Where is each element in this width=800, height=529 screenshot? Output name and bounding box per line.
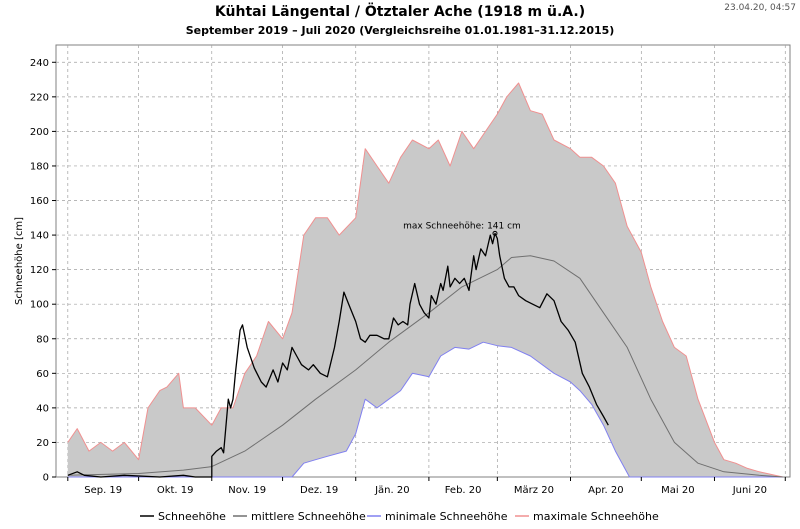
x-tick-label: Feb. 20 [445,485,482,496]
x-tick-label: Juni 20 [732,485,767,496]
y-tick-label: 80 [36,334,49,345]
y-tick-label: 140 [30,231,49,242]
x-tick-label: Okt. 19 [157,485,194,496]
chart-title: Kühtai Längental / Ötztaler Ache (1918 m… [214,4,586,20]
chart-subtitle: September 2019 – Juli 2020 (Vergleichsre… [185,24,615,37]
max-annotation-marker [492,230,498,236]
y-tick-label: 180 [30,161,49,172]
y-tick-label: 60 [36,369,49,380]
min-max-band [67,83,783,477]
y-tick-label: 40 [36,403,49,414]
legend-item-min: minimale Schneehöhe [385,510,508,523]
annotation: max Schneehöhe: 141 cm [403,221,521,236]
min-max-band-area [67,83,783,477]
y-tick-label: 240 [30,58,49,69]
x-tick-label: Nov. 19 [228,485,266,496]
legend: Schneehöhe mittlere Schneehöhe minimale … [140,510,659,523]
x-tick-label: März 20 [514,485,554,496]
series-line-current [67,232,609,478]
x-tick-label: Apr. 20 [588,485,623,496]
max-annotation-label: max Schneehöhe: 141 cm [403,221,521,231]
y-tick-label: 220 [30,92,49,103]
y-tick-label: 0 [43,473,49,484]
y-axis-label: Schneehöhe [cm] [14,217,25,305]
legend-item-mean: mittlere Schneehöhe [251,510,366,523]
legend-item-current: Schneehöhe [158,510,226,523]
axes: 0 20 40 60 80 100 120 140 160 180 200 220 240 Sep. 19… [30,58,786,496]
y-tick-label: 20 [36,438,49,449]
y-tick-label: 100 [30,300,49,311]
y-tick-label: 120 [30,265,49,276]
x-tick-label: Sep. 19 [84,485,122,496]
series-line-min [67,341,783,478]
x-tick-label: Jän. 20 [374,485,410,496]
y-tick-label: 160 [30,196,49,207]
series-line-mean [67,255,783,478]
series-lines [67,82,784,478]
x-tick-label: Mai 20 [661,485,694,496]
y-tick-label: 200 [30,127,49,138]
legend-item-max: maximale Schneehöhe [533,510,659,523]
x-tick-label: Dez. 19 [300,485,338,496]
timestamp: 23.04.20, 04:57 [724,3,796,13]
series-line-max [67,82,784,478]
